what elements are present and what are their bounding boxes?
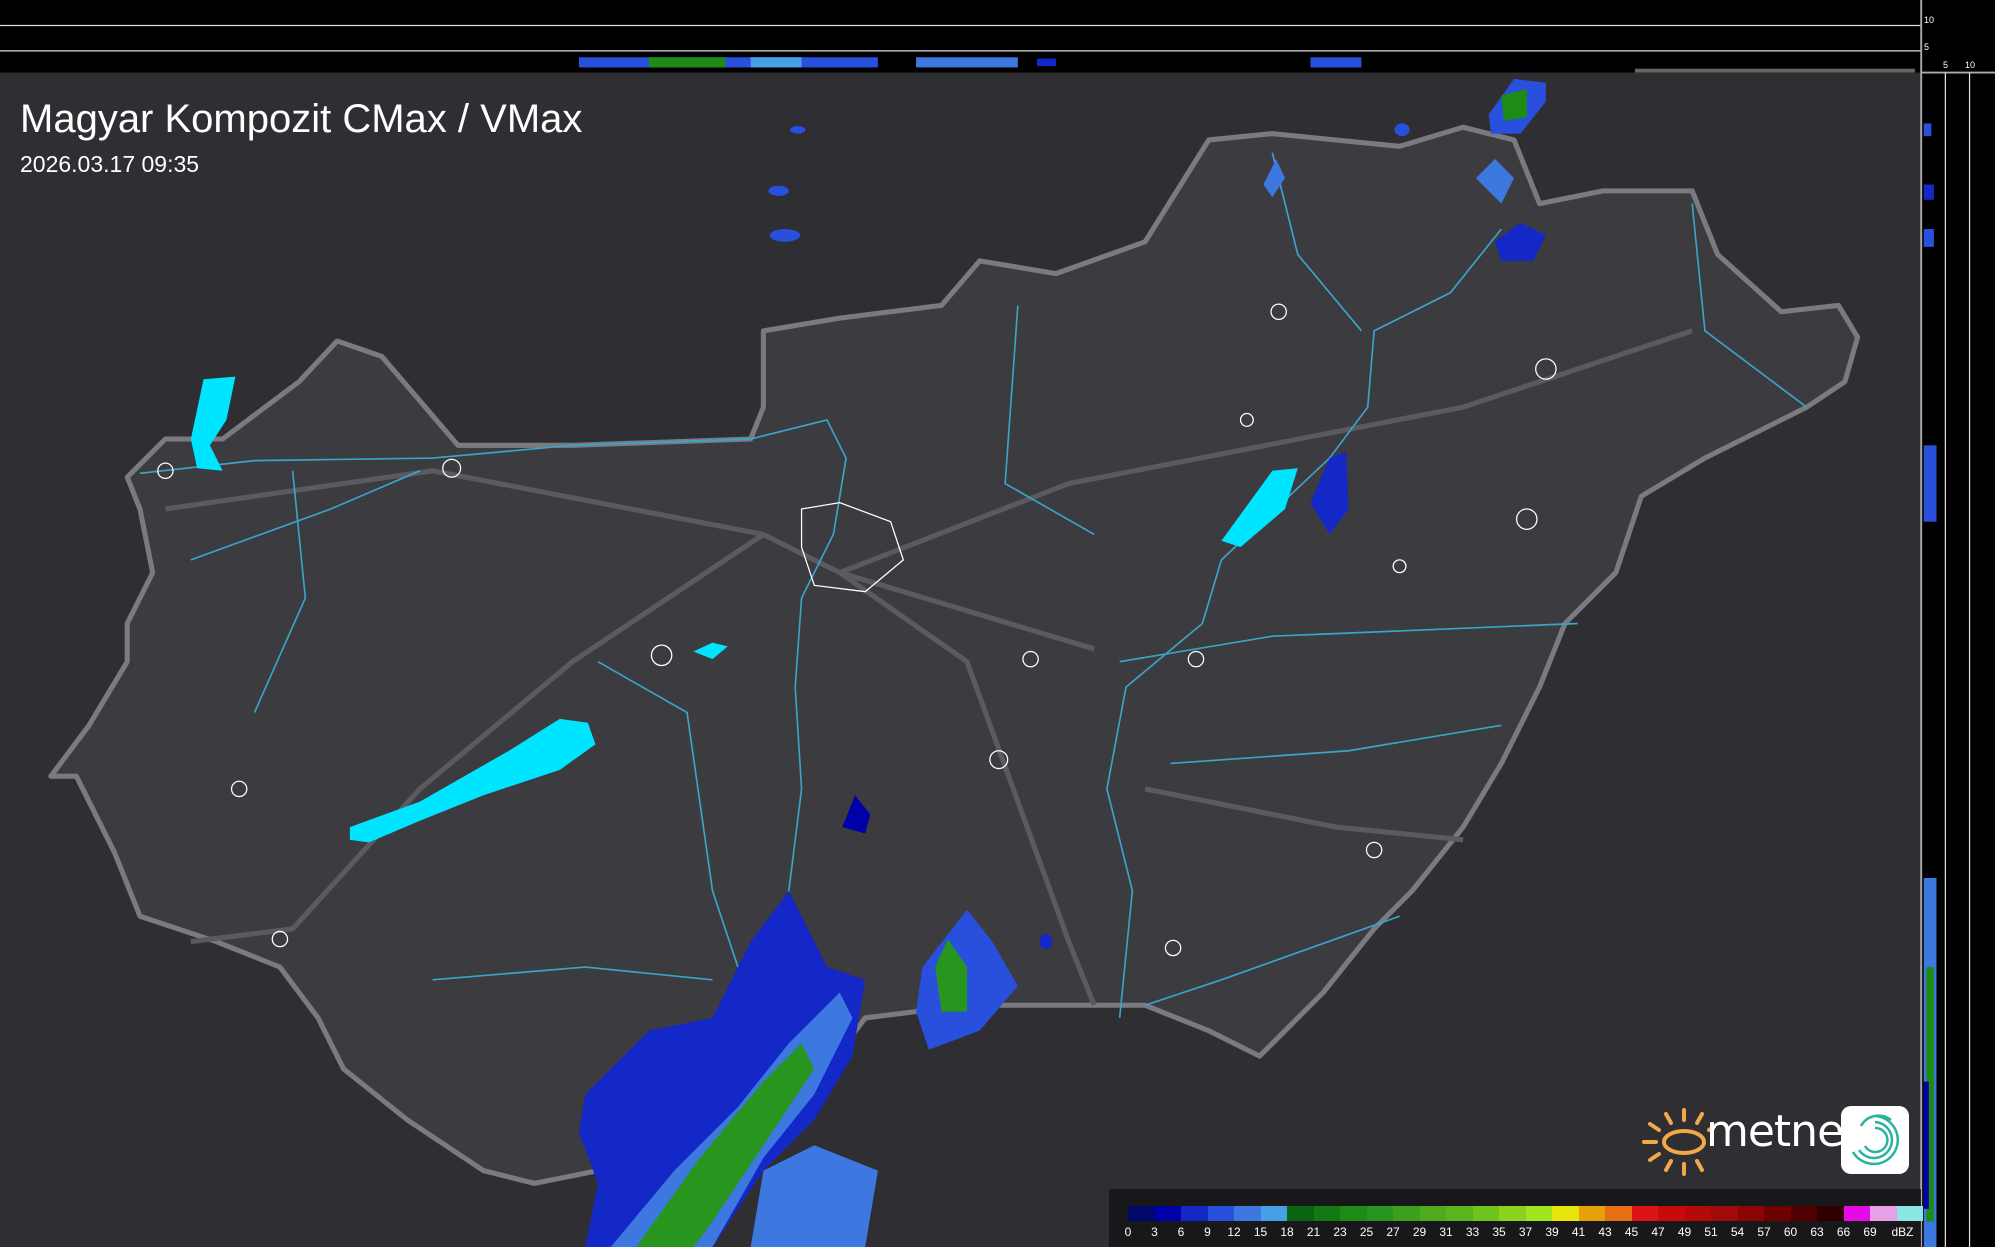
- legend-label: 35: [1492, 1225, 1506, 1239]
- city-outlines: [157, 303, 1557, 957]
- legend-color-swatch: [1207, 1206, 1234, 1221]
- legend-label: 23: [1333, 1225, 1347, 1239]
- legend-color-swatch: [1260, 1206, 1287, 1221]
- legend-color-swatch: [1870, 1206, 1897, 1221]
- legend-color-bar: [1128, 1206, 1923, 1221]
- legend-color-swatch: [1446, 1206, 1473, 1221]
- legend-label: 60: [1783, 1225, 1798, 1239]
- legend-label: 31: [1439, 1225, 1453, 1239]
- legend-color-swatch: [1552, 1206, 1579, 1221]
- legend-color-swatch: [1313, 1206, 1340, 1221]
- legend-label: 69: [1863, 1225, 1877, 1239]
- lake-tisza: [1221, 468, 1298, 548]
- legend-label: 27: [1386, 1225, 1400, 1239]
- legend-color-swatch: [1525, 1206, 1552, 1221]
- legend-color-swatch: [1896, 1206, 1923, 1221]
- legend-label: 25: [1359, 1225, 1374, 1239]
- road-network: [165, 328, 1693, 1007]
- legend-color-swatch: [1366, 1206, 1393, 1221]
- legend-label: 54: [1730, 1225, 1745, 1239]
- spiral-logo-icon: [1841, 1106, 1909, 1174]
- legend-color-swatch: [1843, 1206, 1870, 1221]
- legend-label: 6: [1177, 1225, 1185, 1239]
- legend-unit: dBZ: [1891, 1225, 1914, 1239]
- legend-color-swatch: [1154, 1206, 1181, 1221]
- legend-label: 43: [1598, 1225, 1612, 1239]
- legend-label: 18: [1280, 1225, 1294, 1239]
- legend-color-swatch: [1817, 1206, 1844, 1221]
- legend-color-swatch: [1234, 1206, 1261, 1221]
- river-danube: [139, 418, 847, 1082]
- legend-color-swatch: [1419, 1206, 1446, 1221]
- lakes: [190, 376, 1298, 843]
- lake-velence: [693, 642, 728, 660]
- right-profile-echoes: [1923, 123, 1937, 1247]
- legend-label: 41: [1571, 1225, 1586, 1239]
- legend-label: 66: [1836, 1225, 1851, 1239]
- reflectivity-legend: 0 3 6 9 12 15 18 21 23 25 27 29 31 33 35 37 39 41 43 45 47 49…: [1109, 1189, 1923, 1247]
- legend-label: 33: [1465, 1225, 1480, 1239]
- legend-color-swatch: [1605, 1206, 1632, 1221]
- legend-color-swatch: [1499, 1206, 1526, 1221]
- lake-balaton: [349, 718, 596, 843]
- legend-label: 47: [1651, 1225, 1665, 1239]
- legend-label: 51: [1704, 1225, 1718, 1239]
- legend-label: 3: [1151, 1225, 1158, 1239]
- legend-label: 12: [1227, 1225, 1241, 1239]
- logo-brand-text: metnet: [1706, 1106, 1860, 1157]
- legend-color-swatch: [1128, 1206, 1155, 1221]
- top-profile-echoes: [578, 57, 1915, 73]
- legend-label: 37: [1518, 1225, 1533, 1239]
- legend-color-swatch: [1393, 1206, 1420, 1221]
- bottom-axis-label-5: 5: [1943, 60, 1949, 70]
- legend-color-swatch: [1181, 1206, 1208, 1221]
- sun-icon: [1642, 1108, 1716, 1176]
- right-axis-label-5: 5: [1924, 42, 1930, 52]
- legend-color-swatch: [1764, 1206, 1791, 1221]
- legend-color-swatch: [1578, 1206, 1605, 1221]
- lake-ferto: [190, 376, 236, 471]
- radar-echoes: [578, 78, 1546, 1247]
- legend-color-swatch: [1684, 1206, 1711, 1221]
- bottom-axis-label-10: 10: [1965, 60, 1976, 70]
- legend-label: 63: [1810, 1225, 1824, 1239]
- map-timestamp: 2026.03.17 09:35: [20, 151, 200, 177]
- legend-color-swatch: [1340, 1206, 1367, 1221]
- river-tisza: [1106, 228, 1502, 1019]
- legend-color-swatch: [1287, 1206, 1314, 1221]
- legend-color-swatch: [1658, 1206, 1685, 1221]
- legend-label: 0: [1124, 1225, 1132, 1239]
- map-title: Magyar Kompozit CMax / VMax: [20, 97, 583, 141]
- legend-color-swatch: [1737, 1206, 1764, 1221]
- right-axis-label-10: 10: [1924, 15, 1935, 25]
- rivers: [139, 152, 1808, 1082]
- city-budapest: [800, 501, 905, 593]
- legend-label: 45: [1624, 1225, 1639, 1239]
- legend-color-swatch: [1631, 1206, 1658, 1221]
- legend-label: 57: [1757, 1225, 1771, 1239]
- metnet-logo: metnet: [1636, 1102, 1911, 1178]
- legend-label: 15: [1253, 1225, 1268, 1239]
- legend-label: 9: [1204, 1225, 1211, 1239]
- legend-label: 21: [1306, 1225, 1321, 1239]
- legend-color-swatch: [1790, 1206, 1817, 1221]
- legend-color-swatch: [1711, 1206, 1738, 1221]
- legend-color-swatch: [1472, 1206, 1499, 1221]
- legend-label: 49: [1677, 1225, 1692, 1239]
- legend-label: 39: [1545, 1225, 1559, 1239]
- legend-label: 29: [1412, 1225, 1427, 1239]
- legend-labels: 0 3 6 9 12 15 18 21 23 25 27 29 31 33 35 37 39 41 43 45 47 49…: [1124, 1225, 1928, 1243]
